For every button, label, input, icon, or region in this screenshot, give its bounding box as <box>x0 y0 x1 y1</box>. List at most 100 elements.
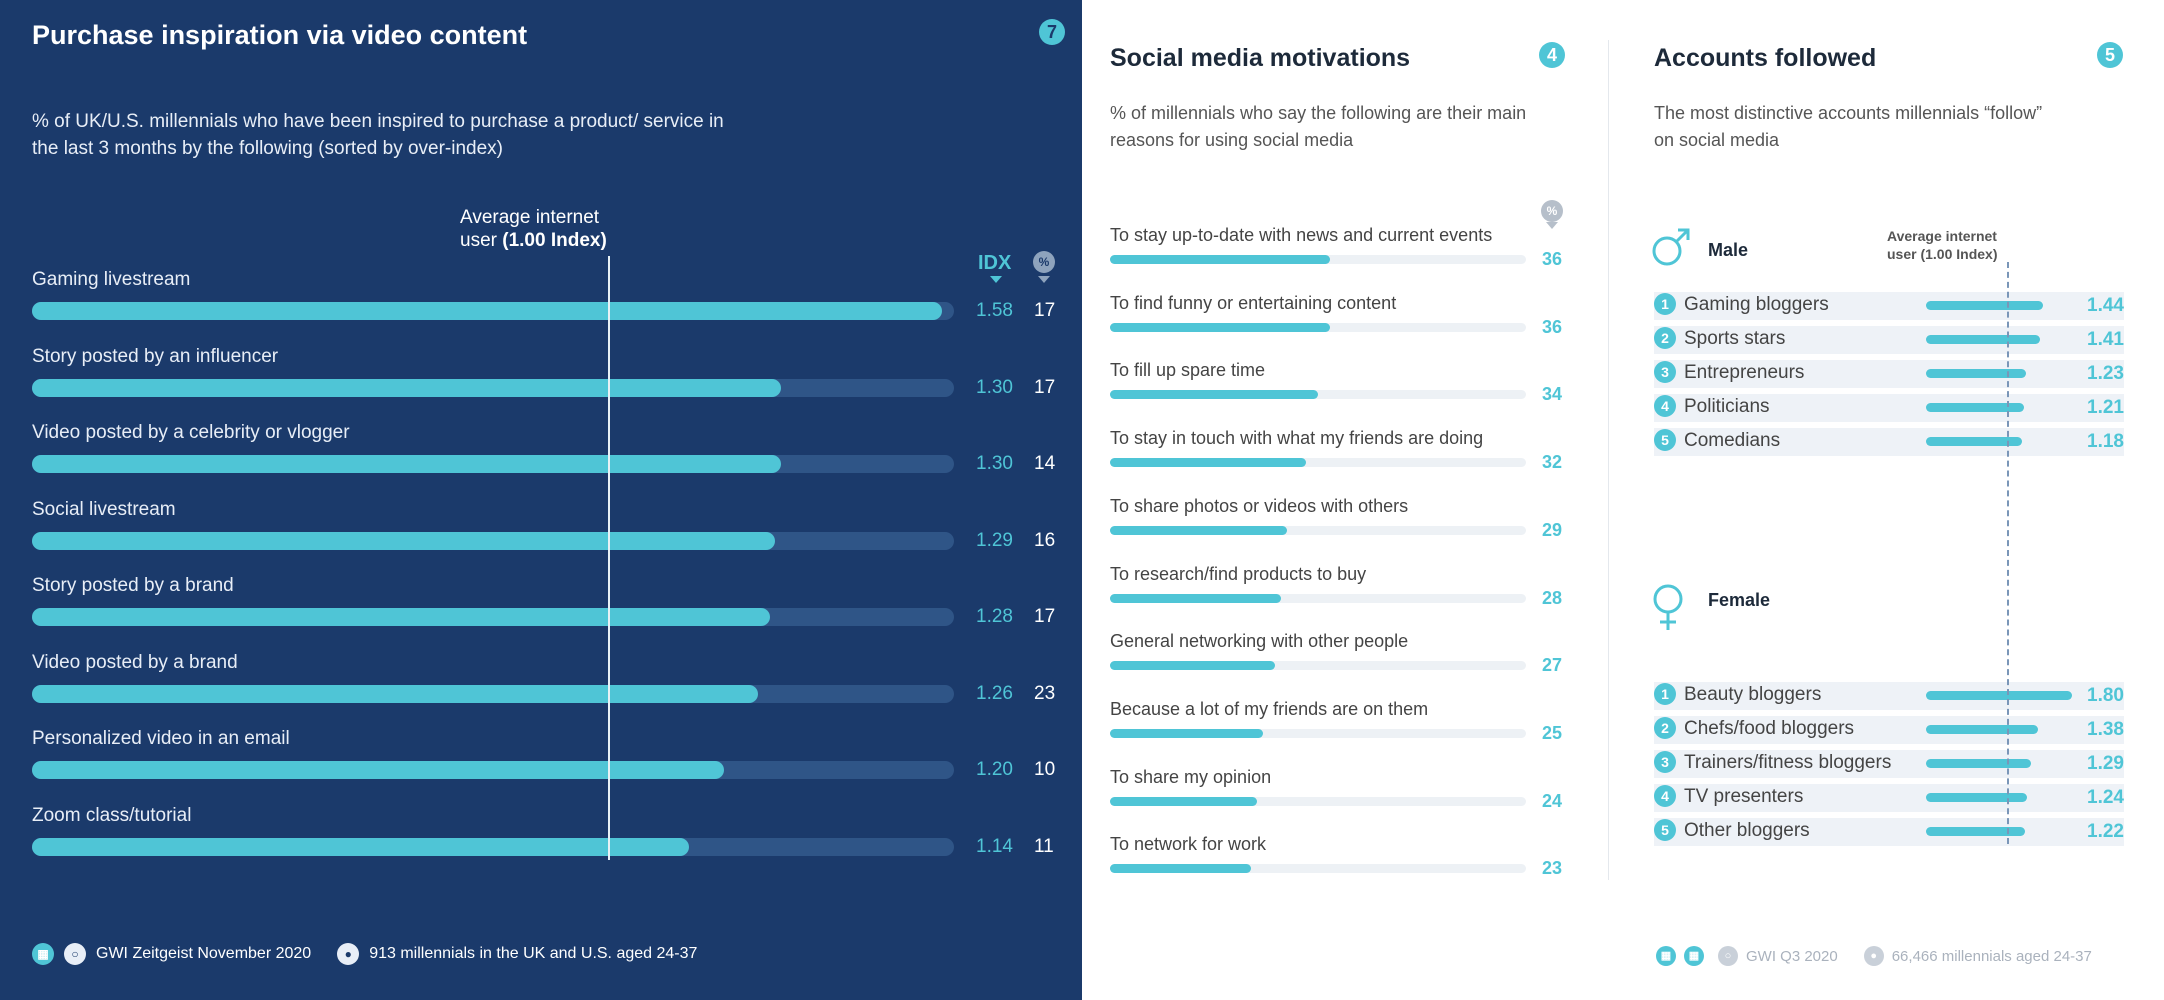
percent-value: 17 <box>1034 300 1056 321</box>
percent-value: 23 <box>1034 682 1056 704</box>
percent-value: 23 <box>1542 858 1563 879</box>
bar <box>1926 793 2027 802</box>
panel-subtitle: % of UK/U.S. millennials who have been i… <box>32 111 724 159</box>
rank-badge: 5 <box>1654 429 1676 451</box>
bar-label: To fill up spare time <box>1110 360 1266 381</box>
bar-label: To network for work <box>1110 834 1267 855</box>
percent-column-header[interactable]: % <box>1033 251 1055 273</box>
bar <box>1110 864 1251 874</box>
bar <box>1926 335 2041 344</box>
percent-value: 28 <box>1542 587 1563 608</box>
idx-value: 1.28 <box>976 606 1013 627</box>
rank-badge: 4 <box>1654 785 1676 807</box>
percent-value: 29 <box>1542 519 1563 540</box>
idx-column-header[interactable]: IDX <box>978 252 1012 274</box>
bar <box>1926 725 2038 734</box>
idx-value: 1.30 <box>976 376 1013 398</box>
index-value: 1.44 <box>2087 295 2124 316</box>
bar-track <box>1110 390 1526 400</box>
panel-title: Purchase inspiration via video content <box>32 20 528 50</box>
sample-text: 66,466 millennials aged 24-37 <box>1891 947 2092 965</box>
index-value: 1.18 <box>2087 431 2124 452</box>
avg-label-index: (1.00 Index) <box>502 230 607 251</box>
index-value: 1.38 <box>2087 719 2124 740</box>
account-label: Other bloggers <box>1684 820 1810 841</box>
percent-value: 10 <box>1034 759 1056 780</box>
rank-badge: 1 <box>1654 683 1676 705</box>
globe-icon: ○ <box>64 943 86 965</box>
avg-label-line2: user <box>460 230 503 251</box>
bar <box>1926 827 2025 836</box>
bar-label: Gaming livestream <box>32 269 191 290</box>
bar-label: Social livestream <box>32 498 176 520</box>
average-reference-line <box>2007 262 2010 844</box>
bar-label: Personalized video in an email <box>32 728 290 749</box>
bar <box>32 378 782 397</box>
bar <box>1110 796 1257 806</box>
chart-number-badge: 7 <box>1039 19 1065 45</box>
idx-value: 1.20 <box>976 759 1013 780</box>
bar <box>1926 691 2072 700</box>
panel-title: Accounts followed <box>1654 44 1877 72</box>
bar-track <box>32 684 954 703</box>
bar <box>1926 437 2022 446</box>
sort-arrow-icon <box>990 276 1002 283</box>
bar-track <box>1110 458 1526 468</box>
index-value: 1.29 <box>2087 753 2124 774</box>
globe-icon: ○ <box>1718 946 1738 966</box>
bar-track <box>1110 864 1526 874</box>
account-label: Chefs/food bloggers <box>1684 718 1855 739</box>
idx-value: 1.26 <box>976 682 1013 704</box>
bar-track <box>32 531 954 550</box>
avg-label-line2: user (1.00 Index) <box>1887 246 1998 262</box>
bar-track <box>32 608 954 626</box>
bar-label: Because a lot of my friends are on them <box>1110 698 1429 719</box>
people-icon: ● <box>1863 946 1884 966</box>
idx-value: 1.58 <box>976 300 1013 321</box>
sort-arrow-icon <box>1546 222 1558 229</box>
bar <box>32 684 759 703</box>
bar-track <box>1110 255 1526 264</box>
average-internet-user-label: Average internet user (1.00 Index) <box>460 206 607 252</box>
bar <box>1110 661 1276 671</box>
bar <box>1110 322 1331 332</box>
purchase-inspiration-panel: Purchase inspiration via video content 7… <box>0 0 1082 1000</box>
bar-label: To share my opinion <box>1110 766 1272 787</box>
idx-value: 1.14 <box>976 835 1013 857</box>
index-value: 1.41 <box>2087 329 2124 350</box>
rank-badge: 4 <box>1654 395 1676 417</box>
table-row <box>1654 360 2124 388</box>
bar <box>1110 593 1282 603</box>
bar <box>32 761 724 779</box>
percent-value: 17 <box>1034 606 1056 627</box>
bar-track <box>32 302 954 320</box>
table-row <box>1654 750 2124 778</box>
left-footer: ▦ ○ GWI Zeitgeist November 2020 ● 913 mi… <box>32 942 697 966</box>
table-row <box>1654 428 2124 456</box>
bar-label: General networking with other people <box>1110 631 1409 652</box>
chart-number-badge: 5 <box>2097 42 2123 68</box>
bar-label: Story posted by an influencer <box>32 345 279 367</box>
index-value: 1.80 <box>2087 685 2124 706</box>
index-value: 1.24 <box>2087 787 2124 808</box>
bar-track <box>32 455 954 473</box>
account-label: Sports stars <box>1684 328 1786 349</box>
bar <box>1110 458 1306 468</box>
female-label: Female <box>1708 590 1771 610</box>
percent-column-header: % <box>1541 200 1563 222</box>
rank-badge: 2 <box>1654 327 1676 349</box>
bar <box>32 837 689 856</box>
avg-label-line1: Average internet <box>1887 228 1997 244</box>
index-value: 1.23 <box>2087 363 2124 384</box>
bar-label: To find funny or entertaining content <box>1110 292 1397 313</box>
rank-badge: 5 <box>1654 819 1676 841</box>
bar-label: To share photos or videos with others <box>1110 495 1409 516</box>
percent-value: 34 <box>1542 384 1563 405</box>
percent-value: 24 <box>1542 790 1563 811</box>
index-value: 1.21 <box>2087 397 2124 418</box>
table-row <box>1654 716 2124 744</box>
account-label: Comedians <box>1684 430 1781 451</box>
bar <box>32 531 776 550</box>
idx-value: 1.29 <box>976 529 1013 551</box>
bar-track <box>1110 525 1526 535</box>
